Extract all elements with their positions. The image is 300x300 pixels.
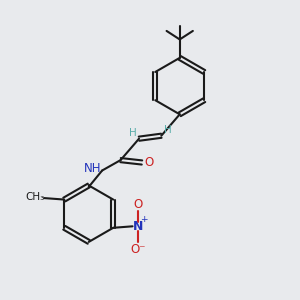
Text: NH: NH	[84, 162, 101, 175]
Text: N: N	[133, 220, 144, 233]
Text: O⁻: O⁻	[131, 243, 146, 256]
Text: H: H	[164, 125, 172, 135]
Text: O: O	[134, 198, 143, 211]
Text: CH₃: CH₃	[26, 192, 45, 202]
Text: H: H	[129, 128, 136, 138]
Text: +: +	[140, 215, 148, 224]
Text: O: O	[145, 156, 154, 169]
